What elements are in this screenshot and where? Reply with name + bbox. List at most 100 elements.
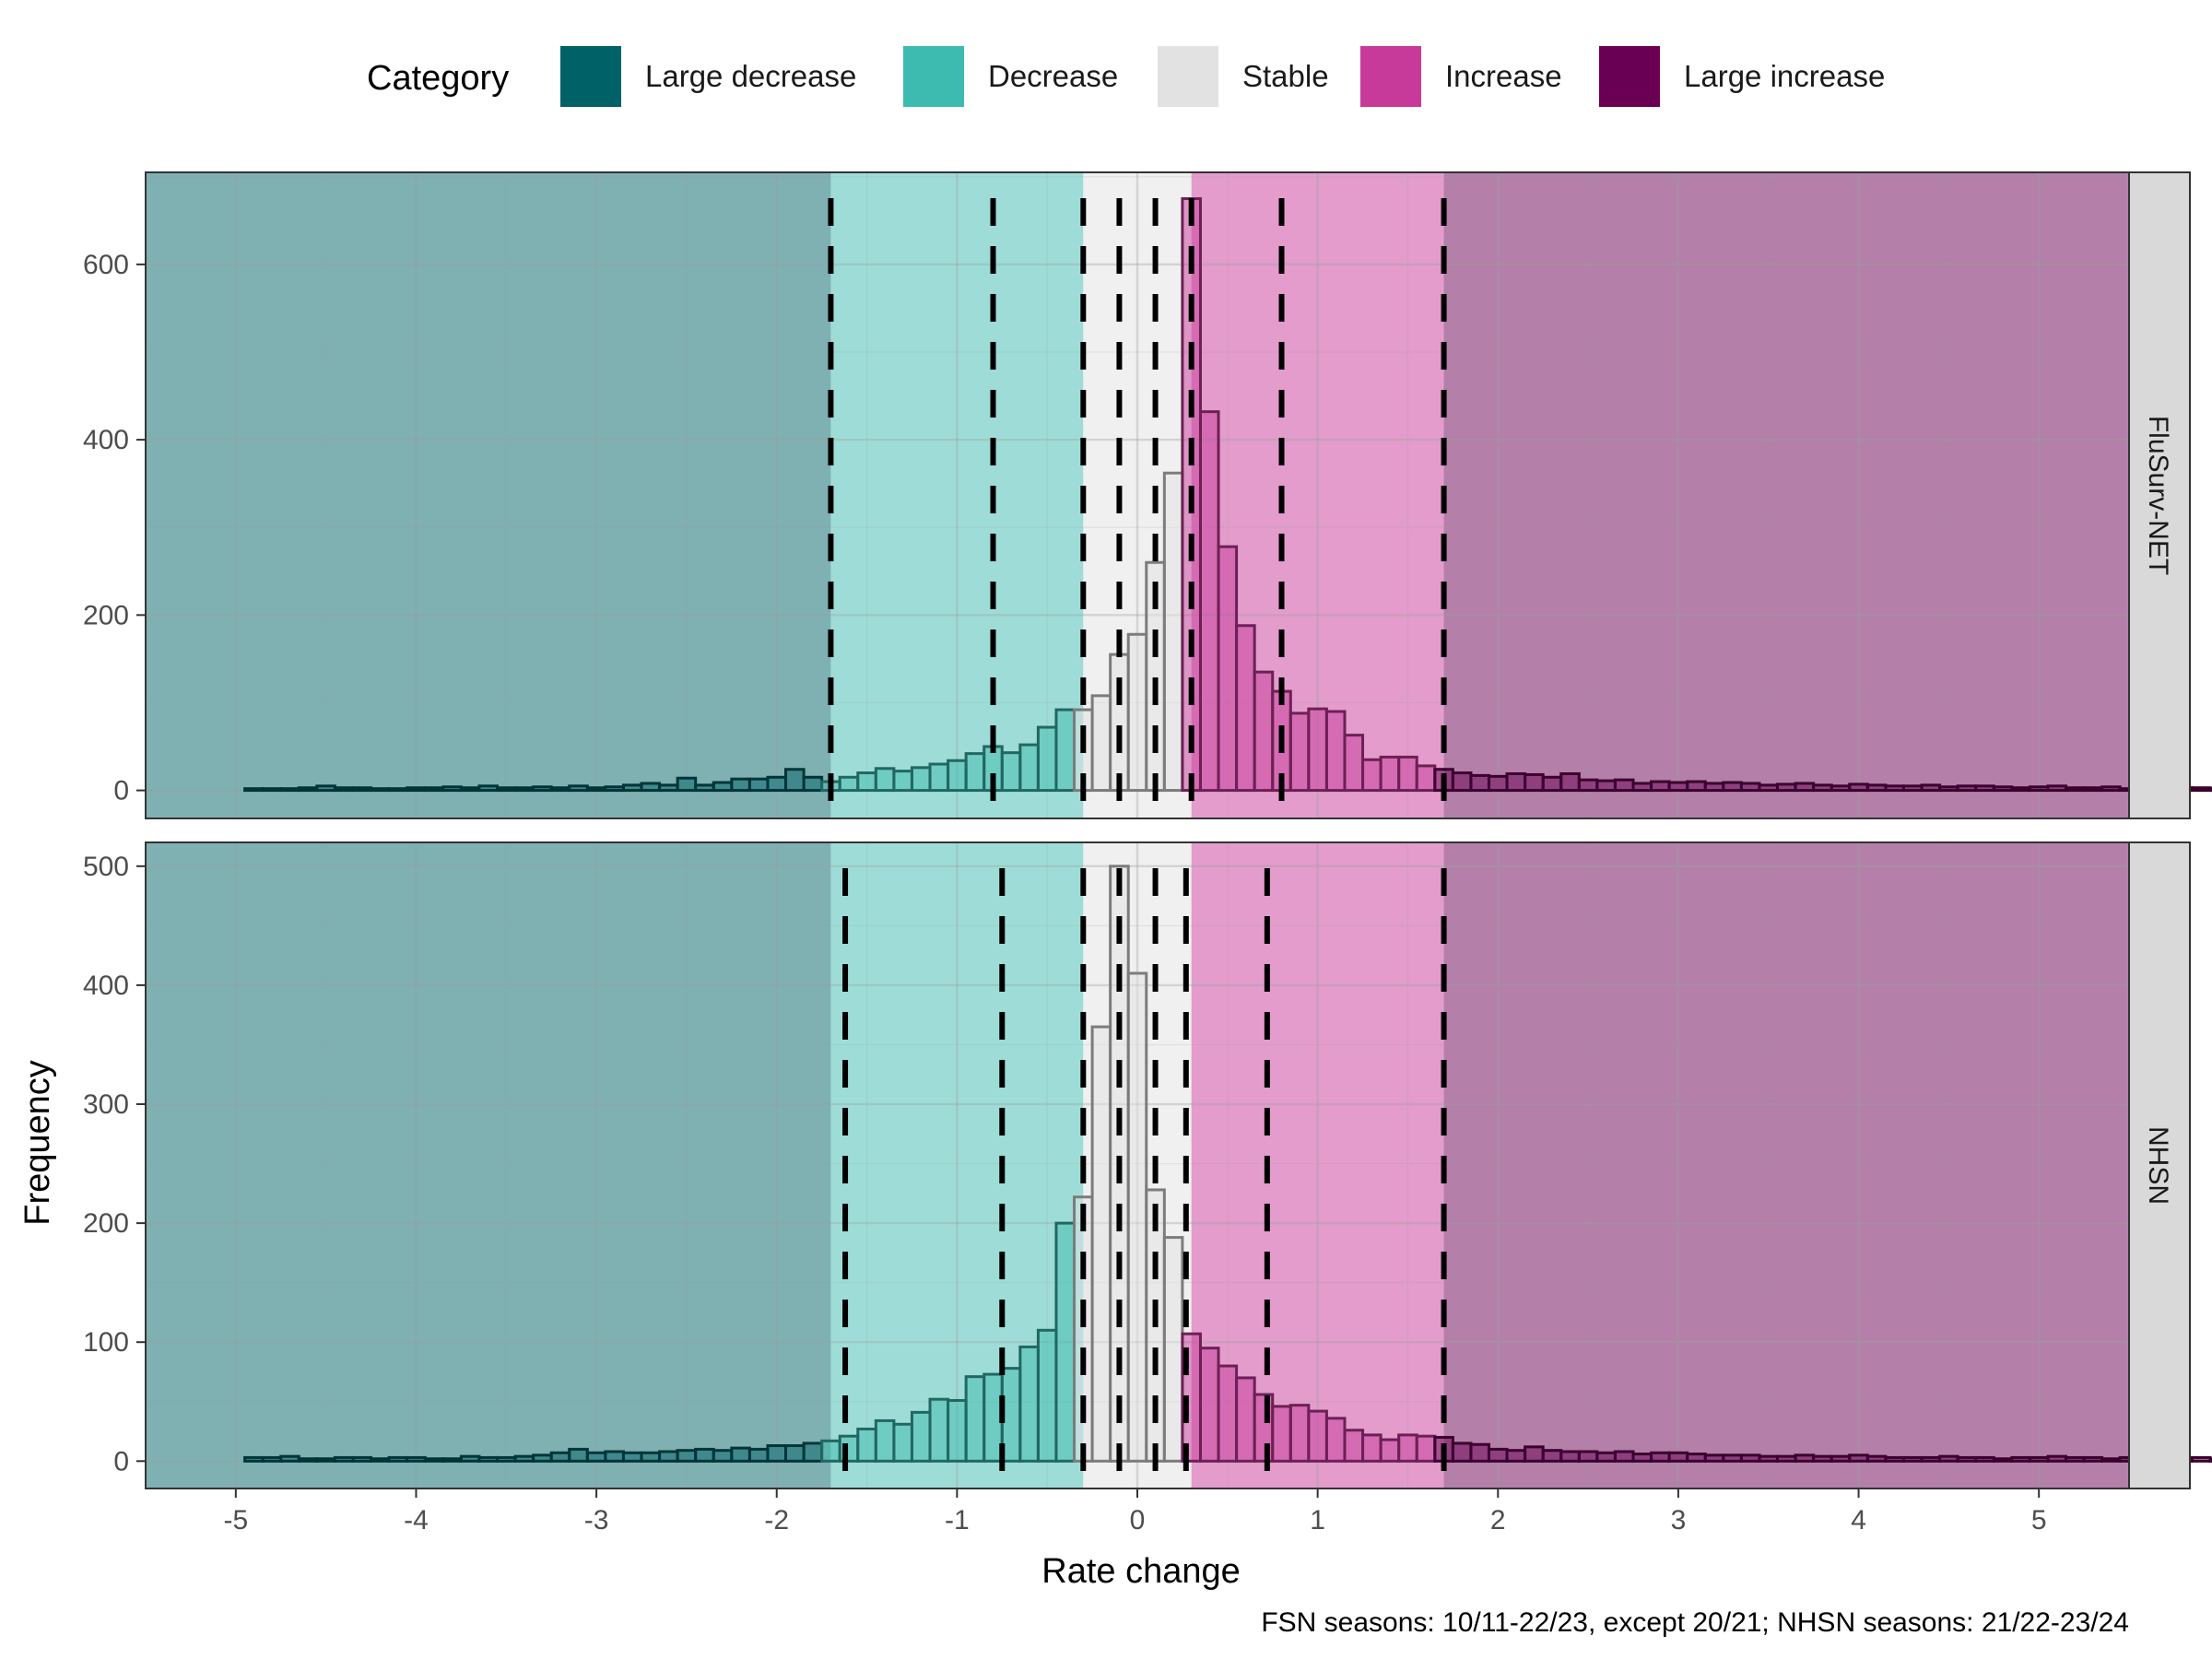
histogram-bar <box>1288 712 1311 793</box>
histogram-bar <box>1415 764 1437 793</box>
histogram-bar <box>2065 786 2086 793</box>
histogram-bar <box>1451 771 1473 793</box>
histogram-bar <box>1487 774 1509 793</box>
histogram-bar <box>621 1451 643 1463</box>
legend-key-3 <box>1158 46 1218 107</box>
histogram-bar <box>513 786 535 793</box>
histogram-bar <box>1198 1347 1220 1463</box>
histogram-bar <box>315 784 336 793</box>
histogram-bar <box>640 1451 662 1463</box>
panel-flusurv-net: FluSurv-NET 0 200 400 600 <box>83 171 2212 819</box>
histogram-bar <box>2208 787 2212 793</box>
histogram-bar <box>441 1457 463 1463</box>
histogram-bar <box>658 783 679 793</box>
histogram-bar <box>1271 1405 1292 1463</box>
band-large-increase <box>1443 172 2129 818</box>
histogram-bar <box>1505 771 1527 793</box>
histogram-bar <box>1217 545 1239 793</box>
histogram-bar <box>1324 710 1347 793</box>
histogram-bar <box>1559 771 1581 793</box>
histogram-bar <box>1415 1434 1437 1463</box>
histogram-bar <box>856 771 877 793</box>
y-tick-label: 400 <box>83 971 129 1001</box>
histogram-bar <box>747 777 770 793</box>
histogram-bar <box>477 784 499 793</box>
histogram-bar <box>802 775 824 793</box>
legend-key-2 <box>903 46 964 107</box>
histogram-bar <box>2010 786 2031 793</box>
histogram-bar <box>1739 782 1761 793</box>
histogram-bar <box>1487 1447 1509 1463</box>
y-tick-label: 0 <box>113 1446 129 1477</box>
histogram-bar <box>1307 707 1328 793</box>
histogram-bar <box>2190 786 2212 793</box>
histogram-bar <box>1469 773 1490 793</box>
histogram-bar <box>820 1439 841 1463</box>
histogram-bar <box>1018 1345 1040 1463</box>
histogram-bar <box>1667 781 1689 793</box>
histogram-bar <box>477 1455 499 1463</box>
x-tick-label: 3 <box>1671 1505 1687 1535</box>
histogram-bar <box>1018 743 1040 793</box>
histogram-bar <box>1361 758 1382 793</box>
x-tick-label: -3 <box>584 1505 609 1535</box>
histogram-bar <box>1524 1445 1545 1463</box>
histogram-bar <box>1758 783 1780 793</box>
x-axis-title: Rate change <box>1041 1552 1241 1591</box>
x-tick-label: -5 <box>223 1505 248 1535</box>
histogram-bar <box>766 775 788 793</box>
histogram-bar <box>279 787 300 793</box>
histogram-bar <box>297 786 319 793</box>
histogram-bar <box>423 1457 445 1463</box>
histogram-bar <box>1920 1455 1942 1463</box>
histogram-bar <box>1577 1450 1599 1463</box>
histogram-bar <box>585 1451 607 1463</box>
histogram-bar <box>459 1454 481 1463</box>
histogram-bar <box>1235 624 1256 793</box>
x-tick-label: 2 <box>1490 1505 1506 1535</box>
histogram-bar <box>676 1449 698 1463</box>
histogram-bar <box>2028 785 2050 793</box>
histogram-bar <box>1343 734 1365 793</box>
histogram-bar <box>2100 785 2122 793</box>
histogram-bar <box>838 775 860 793</box>
histogram-bar <box>694 1447 715 1463</box>
histogram-bar <box>585 786 607 793</box>
histogram-bar <box>1577 778 1599 793</box>
histogram-bar <box>856 1427 877 1463</box>
histogram-bar <box>1235 1376 1256 1463</box>
histogram-bar <box>1956 784 1978 793</box>
histogram-bar <box>459 786 481 793</box>
histogram-bar <box>1631 782 1653 793</box>
histogram-bar <box>1722 1453 1743 1463</box>
y-tick-label: 0 <box>113 776 129 806</box>
histogram-bar <box>1162 471 1184 793</box>
facet-label: NHSN <box>2143 1126 2173 1205</box>
histogram-bar <box>1938 785 1959 793</box>
panel-nhsn: NHSN 0 100 200 300 400 500 <box>83 841 2212 1489</box>
histogram-bar <box>495 786 517 793</box>
histogram-bar <box>1865 783 1888 793</box>
histogram-bar <box>297 1457 319 1463</box>
histogram-bar <box>261 1455 283 1463</box>
histogram-bar <box>910 766 932 793</box>
caption: FSN seasons: 10/11-22/23, except 20/21; … <box>1261 1607 2129 1638</box>
legend-key-1 <box>560 46 621 107</box>
histogram-bar <box>1703 1453 1725 1463</box>
histogram-bar <box>1524 772 1545 793</box>
histogram-bar <box>532 785 553 793</box>
histogram-bar <box>1992 1457 2014 1463</box>
histogram-bar <box>2028 1455 2050 1463</box>
histogram-bar <box>1541 775 1563 793</box>
histogram-bar <box>1126 971 1148 1463</box>
histogram-bar <box>604 785 625 793</box>
histogram-bar <box>747 1447 770 1463</box>
histogram-bar <box>1198 410 1220 793</box>
histogram-bar <box>2100 1457 2122 1463</box>
histogram-bar <box>406 786 427 793</box>
histogram-bar <box>1920 783 1942 793</box>
histogram-bar <box>532 1453 553 1463</box>
x-tick-label: -2 <box>764 1505 789 1535</box>
histogram-bar <box>1686 780 1707 793</box>
histogram-bar <box>1758 1454 1780 1463</box>
